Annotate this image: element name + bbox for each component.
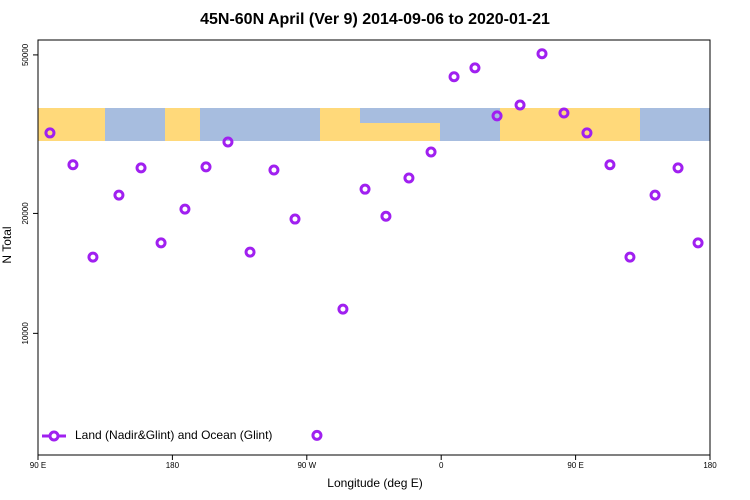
x-tick-label: 90 W: [297, 461, 316, 470]
point: [311, 429, 323, 441]
point: [113, 189, 125, 201]
x-tick-label: 0: [439, 461, 444, 470]
point: [581, 127, 593, 139]
point: [268, 164, 280, 176]
point: [536, 48, 548, 60]
point: [337, 303, 349, 315]
point: [692, 237, 704, 249]
point: [649, 189, 661, 201]
y-tick-label: 10000: [21, 322, 30, 345]
point: [491, 110, 503, 122]
point: [558, 107, 570, 119]
plot-frame: [37, 39, 711, 456]
x-axis-label: Longitude (deg E): [327, 476, 422, 490]
x-tick-label: 180: [166, 461, 180, 470]
point: [222, 136, 234, 148]
y-tick-label: 20000: [21, 202, 30, 225]
point: [403, 172, 415, 184]
point: [200, 161, 212, 173]
x-tick-label: 90 E: [567, 461, 583, 470]
point: [244, 246, 256, 258]
point: [179, 203, 191, 215]
point: [359, 183, 371, 195]
y-tick-label: 50000: [21, 43, 30, 66]
point: [67, 159, 79, 171]
point: [672, 162, 684, 174]
legend-marker: [48, 430, 60, 442]
point: [624, 251, 636, 263]
point: [469, 62, 481, 74]
point: [87, 251, 99, 263]
point: [514, 99, 526, 111]
point: [604, 159, 616, 171]
x-tick-label: 90 E: [30, 461, 46, 470]
point: [425, 146, 437, 158]
point: [44, 127, 56, 139]
point: [380, 210, 392, 222]
point: [289, 213, 301, 225]
chart-title: 45N-60N April (Ver 9) 2014-09-06 to 2020…: [200, 11, 550, 28]
legend-label: Land (Nadir&Glint) and Ocean (Glint): [75, 428, 272, 442]
y-axis-label: N Total: [0, 226, 14, 263]
x-tick-label: 180: [703, 461, 717, 470]
map-band: [38, 108, 710, 141]
point: [448, 71, 460, 83]
point: [135, 162, 147, 174]
point: [155, 237, 167, 249]
